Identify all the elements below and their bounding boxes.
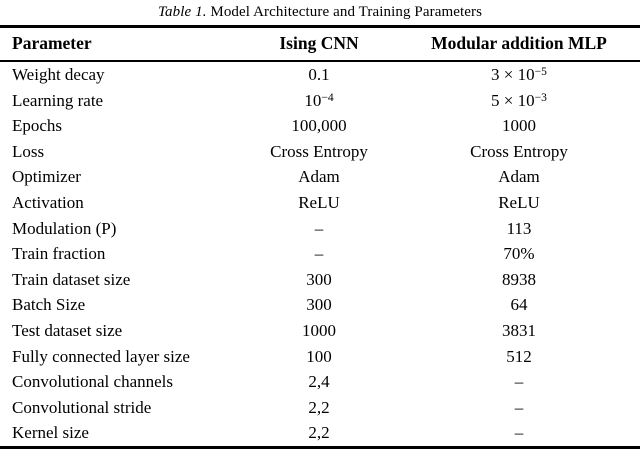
value-cell: ReLU: [298, 192, 340, 212]
value-cell: –: [514, 423, 524, 443]
table-row: Batch Size 300 64: [0, 292, 640, 318]
table-row: Modulation (P) – 113: [0, 216, 640, 242]
value-cell: 3831: [502, 320, 536, 340]
value-cell: –: [314, 244, 324, 264]
table-row: Fully connected layer size 100 512: [0, 344, 640, 370]
parameters-table: Parameter Ising CNN Modular addition MLP…: [0, 25, 640, 449]
value-cell: 2,2: [308, 397, 330, 417]
param-cell: Modulation (P): [12, 218, 117, 238]
value-cell: 10−4: [304, 90, 334, 110]
value-cell: 3 × 10−5: [491, 64, 547, 84]
value-cell: 8938: [502, 269, 536, 289]
param-cell: Batch Size: [12, 295, 86, 315]
table-row: Convolutional channels 2,4 –: [0, 369, 640, 395]
value-cell: Cross Entropy: [470, 141, 568, 161]
value-cell: 113: [506, 218, 532, 238]
value-cell: ReLU: [498, 192, 540, 212]
table-row: Epochs 100,000 1000: [0, 113, 640, 139]
param-cell: Activation: [12, 192, 84, 212]
column-header-modular-addition-mlp: Modular addition MLP: [398, 25, 640, 62]
table-caption: Table 1. Model Architecture and Training…: [0, 0, 640, 21]
value-cell: Adam: [298, 167, 340, 187]
table-row: Convolutional stride 2,2 –: [0, 395, 640, 421]
param-cell: Weight decay: [12, 65, 105, 84]
param-cell: Train fraction: [12, 244, 106, 264]
table-row: Test dataset size 1000 3831: [0, 318, 640, 344]
column-header-ising-cnn: Ising CNN: [240, 25, 398, 62]
param-cell: Epochs: [12, 116, 63, 136]
value-cell: Adam: [498, 167, 540, 187]
table-row: Train dataset size 300 8938: [0, 267, 640, 293]
value-cell: 70%: [503, 244, 535, 264]
header-row: Parameter Ising CNN Modular addition MLP: [0, 25, 640, 62]
table-row: Kernel size 2,2 –: [0, 420, 640, 447]
value-cell: –: [314, 218, 324, 238]
value-cell: 1000: [302, 320, 336, 340]
value-cell: 2,2: [308, 423, 330, 443]
value-cell: 1000: [502, 116, 536, 136]
table-row: Learning rate 10−4 5 × 10−3: [0, 88, 640, 114]
table-row: Weight decay 0.1 3 × 10−5: [0, 61, 640, 88]
param-cell: Optimizer: [12, 167, 81, 187]
table-row: Activation ReLU ReLU: [0, 190, 640, 216]
table-row: Loss Cross Entropy Cross Entropy: [0, 139, 640, 165]
value-cell: 5 × 10−3: [491, 90, 547, 110]
value-cell: 2,4: [308, 372, 330, 392]
param-cell: Fully connected layer size: [12, 346, 190, 366]
param-cell: Convolutional channels: [12, 372, 174, 392]
param-cell: Loss: [12, 141, 45, 161]
caption-label: Table 1.: [157, 4, 207, 20]
param-cell: Learning rate: [12, 90, 104, 110]
value-cell: –: [514, 397, 524, 417]
table-header: Parameter Ising CNN Modular addition MLP: [0, 25, 640, 62]
param-cell: Test dataset size: [12, 320, 123, 340]
value-cell: –: [514, 372, 524, 392]
param-cell: Kernel size: [12, 423, 89, 443]
caption-title: Model Architecture and Training Paramete…: [206, 4, 483, 20]
value-cell: 300: [306, 269, 332, 289]
value-cell: 512: [506, 346, 532, 366]
table-body: Weight decay 0.1 3 × 10−5 Learning rate 10−4…: [0, 61, 640, 448]
value-cell: Cross Entropy: [270, 141, 368, 161]
table-row: Train fraction – 70%: [0, 241, 640, 267]
value-cell: 100: [306, 346, 332, 366]
param-cell: Convolutional stride: [12, 397, 152, 417]
table-row: Optimizer Adam Adam: [0, 164, 640, 190]
value-cell: 64: [510, 295, 528, 315]
value-cell: 300: [306, 295, 332, 315]
value-cell: 0.1: [308, 65, 330, 84]
column-header-parameter: Parameter: [0, 25, 240, 62]
value-cell: 100,000: [291, 116, 347, 136]
param-cell: Train dataset size: [12, 269, 131, 289]
